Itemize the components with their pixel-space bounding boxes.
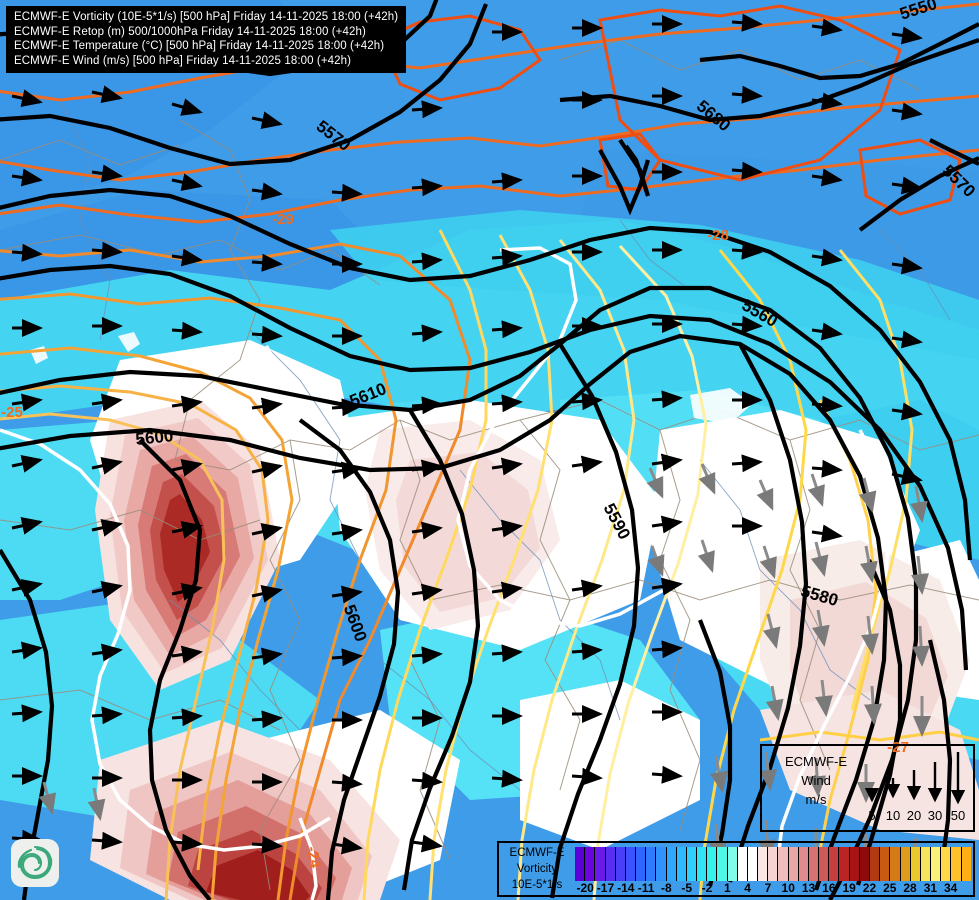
title-block: ECMWF-E Vorticity (10E-5*1/s) [500 hPa] … (6, 6, 407, 73)
vorticity-tick-label: 28 (903, 881, 917, 895)
vorticity-colorbar-swatch (931, 847, 942, 881)
vorticity-colorbar-swatch (656, 847, 667, 881)
vorticity-tick-label: 31 (923, 881, 938, 895)
title-line-wind: ECMWF-E Wind (m/s) [500 hPa] Friday 14-1… (14, 54, 352, 67)
wind-tick-label: 30 (927, 808, 943, 823)
vorticity-tick-label: -14 (617, 881, 635, 895)
vorticity-colorbar-swatch (880, 847, 891, 881)
vorticity-colorbar-swatch (951, 847, 962, 881)
vorticity-colorbar-swatch (758, 847, 769, 881)
vorticity-colorbar-swatch (686, 847, 698, 881)
vorticity-colorbar-swatch (747, 847, 759, 881)
vorticity-colorbar-swatch (707, 847, 718, 881)
vorticity-colorbar-swatch (615, 847, 626, 881)
vorticity-tick-label: 7 (764, 881, 772, 895)
wind-legend-ticks: 5 10 20 30 50 (862, 808, 974, 826)
temperature-contour-label: -24 (303, 845, 324, 870)
wind-tick-label: 50 (950, 808, 966, 823)
vorticity-colorbar-swatch (829, 847, 840, 881)
wind-legend-line1: ECMWF-E (784, 754, 848, 769)
vorticity-colorbar-swatch (727, 847, 738, 881)
vorticity-tick-label: 34 (944, 881, 958, 895)
vorticity-tick-label: 1 (723, 881, 731, 895)
wind-legend-label: ECMWF-E Wind m/s (768, 752, 864, 809)
vorticity-colorbar-swatch (920, 847, 932, 881)
vorticity-tick-label: -2 (701, 881, 713, 895)
vorticity-colorbar-ticks: -20 -17 -14 -11 -8 -5 -2 1 4 7 10 13 16 19 22 25 28 31 34 (575, 881, 971, 897)
temperature-contour-label: -29 (272, 211, 294, 228)
vorticity-tick-label: 25 (883, 881, 897, 895)
wind-legend-line3: m/s (805, 792, 827, 807)
vorticity-legend-line1: ECMWF-E (509, 847, 565, 859)
vorticity-colorbar-swatch (788, 847, 799, 881)
vorticity-colorbar-swatch (849, 847, 860, 881)
wind-tick-label: 20 (906, 808, 922, 823)
vorticity-tick-label: 4 (744, 881, 751, 895)
vorticity-colorbar-swatch (798, 847, 809, 881)
vorticity-legend-label: ECMWF-E Vorticity 10E-5*1/s (503, 845, 571, 893)
vorticity-colorbar-swatch (595, 847, 606, 881)
country-borders (0, 39, 979, 891)
vorticity-colorbar-swatch (625, 847, 637, 881)
vorticity-tick-label: 19 (842, 881, 856, 895)
vorticity-colorbar-swatch (890, 847, 901, 881)
vorticity-colorbar-swatch (808, 847, 820, 881)
vorticity-colorbar-swatch (666, 847, 677, 881)
temperature-contour-label: -28 (707, 227, 729, 244)
vorticity-colorbar-swatch (676, 847, 687, 881)
vorticity-colorbar-swatch (859, 847, 870, 881)
vorticity-band-warm (90, 400, 979, 900)
title-line-temperature: ECMWF-E Temperature (°C) [500 hPa] Frida… (14, 40, 385, 52)
title-line-retop: ECMWF-E Retop (m) 500/1000hPa Friday 14-… (14, 25, 366, 38)
temperature-contour-label: -27 (887, 739, 909, 756)
vorticity-tick-label: -8 (661, 881, 672, 895)
vorticity-tick-label: -20 (576, 881, 594, 895)
vorticity-tick-label: 22 (862, 881, 877, 895)
vorticity-colorbar-swatch (839, 847, 850, 881)
wind-legend-line2: Wind (801, 773, 831, 788)
vorticity-colorbar-swatch (768, 847, 779, 881)
vorticity-colorbar-swatch (869, 847, 881, 881)
vorticity-colorbar-swatch (737, 847, 748, 881)
vorticity-colorbar-swatch (585, 847, 596, 881)
wind-tick-label: 5 (868, 808, 876, 823)
temperature-contour-label: -25 (1, 404, 23, 421)
vorticity-tick-label: 10 (781, 881, 795, 895)
vorticity-colorbar-swatch (697, 847, 708, 881)
vorticity-colorbar-swatch (819, 847, 830, 881)
vorticity-colorbar-swatch (575, 847, 586, 881)
vorticity-colorbar-swatch (605, 847, 616, 881)
wind-legend-arrows (864, 752, 966, 805)
wind-tick-label: 10 (885, 808, 901, 823)
title-line-vorticity: ECMWF-E Vorticity (10E-5*1/s) [500 hPa] … (14, 11, 399, 23)
vorticity-legend-line2: Vorticity (516, 863, 558, 875)
vorticity-colorbar-swatch (646, 847, 657, 881)
vorticity-colorbar[interactable] (575, 847, 971, 881)
cyclone-spiral-logo[interactable] (10, 838, 60, 888)
wind-legend[interactable]: ECMWF-E Wind m/s 5 10 20 30 50 (760, 744, 975, 832)
vorticity-legend[interactable]: ECMWF-E Vorticity 10E-5*1/s -20 -17 -14 -11… (497, 841, 975, 897)
vorticity-colorbar-swatch (778, 847, 789, 881)
vorticity-tick-label: -11 (637, 881, 655, 895)
vorticity-colorbar-swatch (900, 847, 911, 881)
vorticity-colorbar-swatch (636, 847, 647, 881)
vorticity-colorbar-swatch (961, 847, 971, 881)
vorticity-colorbar-swatch (717, 847, 728, 881)
vorticity-colorbar-swatch (910, 847, 921, 881)
vorticity-tick-label: -17 (596, 881, 615, 895)
vorticity-colorbar-swatch (941, 847, 952, 881)
vorticity-tick-label: 16 (822, 881, 836, 895)
vorticity-legend-line3: 10E-5*1/s (511, 879, 563, 891)
vorticity-tick-label: 13 (801, 881, 816, 895)
vorticity-tick-label: -5 (681, 881, 693, 895)
geopotential-contour-label: 5600 (135, 426, 175, 449)
